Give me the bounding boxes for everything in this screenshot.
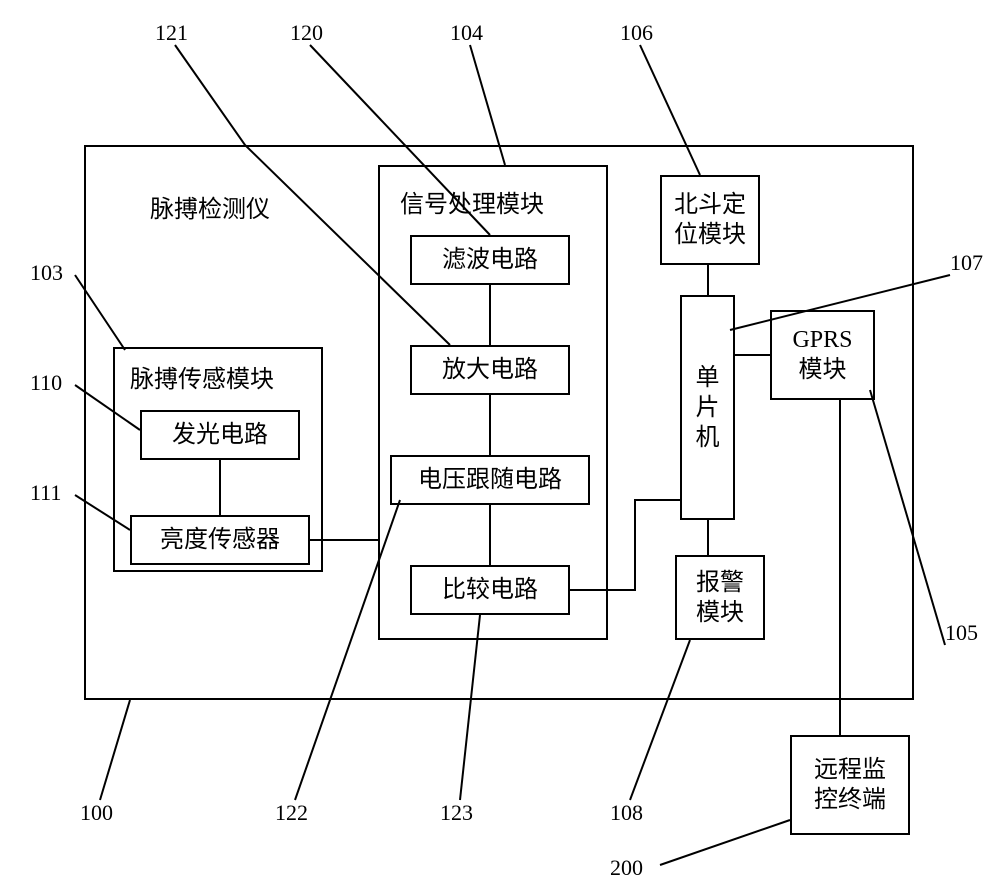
ref-104: 104 — [450, 20, 483, 46]
ref-105: 105 — [945, 620, 978, 646]
voltage-follower-label: 电压跟随电路 — [392, 465, 588, 495]
ref-106: 106 — [620, 20, 653, 46]
device-title: 脉搏检测仪 — [150, 195, 270, 225]
mcu-label: 单 片 机 — [682, 363, 733, 453]
ref-111: 111 — [30, 480, 61, 506]
brightness-sensor-label: 亮度传感器 — [132, 525, 308, 555]
signal-proc-module-title: 信号处理模块 — [400, 190, 544, 220]
mcu-box: 单 片 机 — [680, 295, 735, 520]
alarm-label: 报警 模块 — [677, 568, 763, 628]
gprs-box: GPRS 模块 — [770, 310, 875, 400]
light-circuit-label: 发光电路 — [142, 420, 298, 450]
gprs-label: GPRS 模块 — [772, 325, 873, 385]
brightness-sensor-box: 亮度传感器 — [130, 515, 310, 565]
ref-108: 108 — [610, 800, 643, 826]
ref-120: 120 — [290, 20, 323, 46]
ref-123: 123 — [440, 800, 473, 826]
remote-terminal-box: 远程监 控终端 — [790, 735, 910, 835]
ref-110: 110 — [30, 370, 62, 396]
ref-121: 121 — [155, 20, 188, 46]
ref-100: 100 — [80, 800, 113, 826]
alarm-box: 报警 模块 — [675, 555, 765, 640]
remote-terminal-label: 远程监 控终端 — [792, 755, 908, 815]
amp-circuit-box: 放大电路 — [410, 345, 570, 395]
voltage-follower-box: 电压跟随电路 — [390, 455, 590, 505]
filter-circuit-box: 滤波电路 — [410, 235, 570, 285]
amp-circuit-label: 放大电路 — [412, 355, 568, 385]
filter-circuit-label: 滤波电路 — [412, 245, 568, 275]
ref-107: 107 — [950, 250, 983, 276]
ref-103: 103 — [30, 260, 63, 286]
beidou-label: 北斗定 位模块 — [662, 190, 758, 250]
ref-200: 200 — [610, 855, 643, 881]
light-circuit-box: 发光电路 — [140, 410, 300, 460]
pulse-sense-module-title: 脉搏传感模块 — [130, 365, 274, 395]
compare-circuit-label: 比较电路 — [412, 575, 568, 605]
beidou-box: 北斗定 位模块 — [660, 175, 760, 265]
ref-122: 122 — [275, 800, 308, 826]
compare-circuit-box: 比较电路 — [410, 565, 570, 615]
